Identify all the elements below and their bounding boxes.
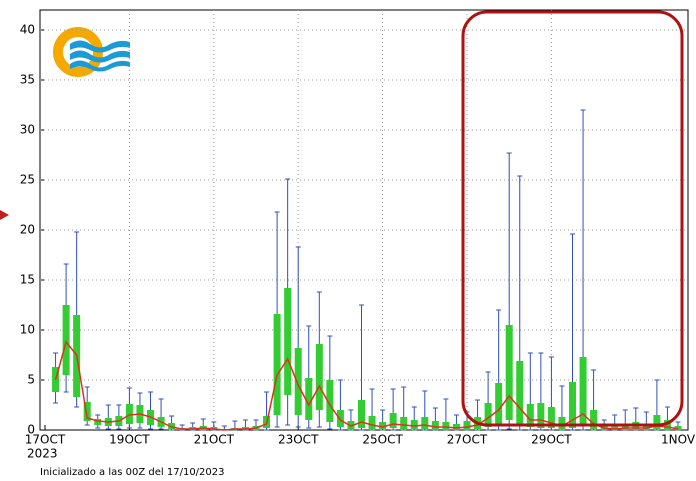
arrow-head bbox=[0, 210, 9, 220]
y-tick-label: 20 bbox=[20, 223, 35, 237]
box bbox=[526, 404, 534, 427]
box bbox=[379, 422, 387, 429]
box bbox=[547, 407, 555, 428]
box bbox=[537, 403, 545, 428]
box bbox=[452, 424, 460, 430]
box bbox=[569, 382, 576, 428]
box bbox=[94, 419, 102, 425]
box bbox=[442, 422, 450, 430]
box bbox=[410, 420, 418, 429]
box bbox=[463, 421, 471, 430]
box bbox=[336, 410, 344, 427]
box bbox=[83, 402, 91, 421]
y-tick-label: 10 bbox=[20, 323, 35, 337]
y-tick-label: 0 bbox=[27, 423, 35, 437]
box bbox=[421, 417, 429, 429]
box bbox=[315, 344, 323, 410]
box bbox=[347, 421, 355, 429]
box bbox=[590, 410, 598, 429]
box bbox=[400, 417, 408, 429]
logo-wave bbox=[70, 60, 130, 72]
x-tick-label: 25OCT bbox=[362, 433, 403, 447]
box bbox=[305, 378, 313, 420]
x-tick-label: 29OCT bbox=[531, 433, 572, 447]
box bbox=[558, 417, 566, 429]
x-tick-label: 17OCT bbox=[25, 433, 66, 447]
highlight-box bbox=[461, 10, 684, 427]
box bbox=[653, 415, 661, 429]
x-tick-label: 27OCT bbox=[447, 433, 488, 447]
x-sublabel: 2023 bbox=[27, 447, 58, 461]
y-tick-label: 5 bbox=[27, 373, 35, 387]
box bbox=[621, 424, 629, 430]
x-tick-label: 23OCT bbox=[278, 433, 319, 447]
box bbox=[294, 348, 302, 415]
x-tick-label: 21OCT bbox=[194, 433, 235, 447]
plot-area bbox=[39, 9, 689, 431]
box bbox=[611, 425, 619, 430]
box bbox=[516, 361, 524, 424]
box bbox=[495, 383, 503, 424]
logo-wave bbox=[70, 40, 130, 53]
box bbox=[505, 325, 513, 420]
median-line bbox=[54, 340, 679, 431]
y-tick-label: 25 bbox=[20, 173, 35, 187]
box bbox=[389, 413, 397, 428]
logo-wave bbox=[70, 50, 130, 63]
logo bbox=[53, 27, 130, 77]
box bbox=[663, 420, 671, 430]
box bbox=[484, 403, 492, 427]
y-tick-label: 35 bbox=[20, 73, 35, 87]
y-tick-label: 40 bbox=[20, 23, 35, 37]
footer: Inicializado a las 00Z del 17/10/2023 bbox=[40, 467, 225, 478]
box bbox=[273, 314, 281, 415]
box bbox=[431, 421, 439, 430]
box bbox=[62, 305, 70, 375]
box bbox=[674, 426, 682, 430]
y-tick-label: 15 bbox=[20, 273, 35, 287]
box bbox=[642, 424, 650, 430]
box bbox=[125, 404, 133, 424]
x-tick-label: 19OCT bbox=[109, 433, 150, 447]
box bbox=[284, 288, 292, 395]
y-tick-label: 30 bbox=[20, 123, 35, 137]
box bbox=[579, 357, 587, 426]
box bbox=[326, 380, 334, 422]
box bbox=[358, 400, 365, 428]
box bbox=[368, 416, 376, 429]
x-tick-label: 1NOV bbox=[661, 433, 696, 447]
box bbox=[168, 423, 176, 429]
